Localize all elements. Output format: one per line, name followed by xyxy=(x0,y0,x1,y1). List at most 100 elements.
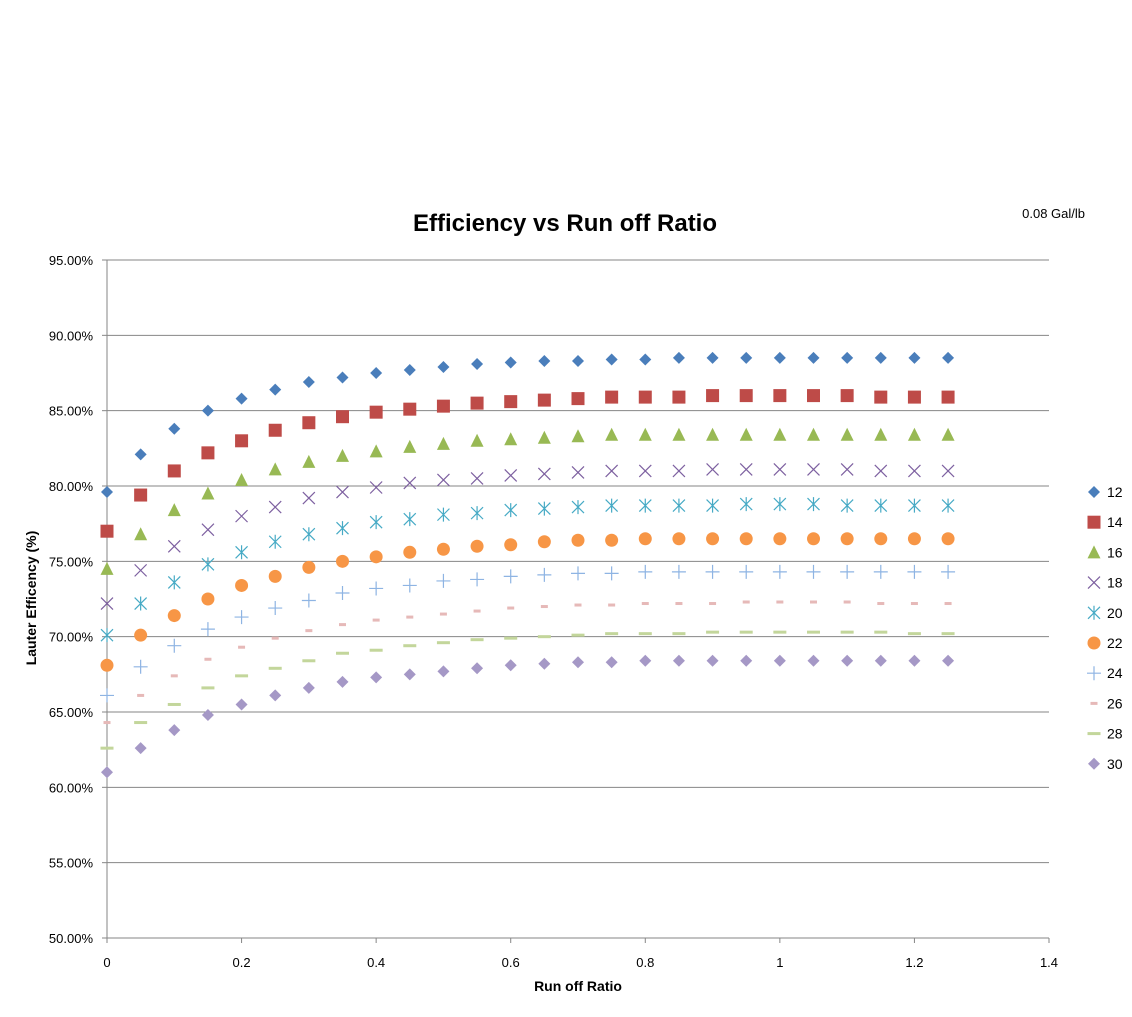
data-point xyxy=(437,360,450,373)
legend-item-26: 26 xyxy=(1090,695,1123,711)
data-point xyxy=(100,561,114,575)
data-point xyxy=(840,532,854,546)
data-point xyxy=(571,533,585,547)
data-point xyxy=(134,488,148,502)
y-tick-label: 75.00% xyxy=(49,554,94,569)
data-point xyxy=(672,351,685,364)
series-14 xyxy=(100,389,955,538)
data-point xyxy=(773,654,786,667)
data-point xyxy=(204,657,212,661)
data-point xyxy=(605,353,618,366)
data-point xyxy=(873,564,888,579)
data-point xyxy=(840,498,854,513)
data-point xyxy=(336,410,349,424)
data-point xyxy=(910,602,918,606)
legend-item-30: 30 xyxy=(1088,756,1123,772)
data-point xyxy=(537,535,551,549)
data-point xyxy=(605,498,619,513)
data-point xyxy=(302,681,315,694)
data-point xyxy=(706,389,720,403)
data-point xyxy=(739,389,753,403)
data-point xyxy=(706,351,719,364)
data-point xyxy=(235,578,249,592)
data-point xyxy=(167,539,181,553)
data-point xyxy=(167,464,181,478)
data-point xyxy=(238,645,246,649)
data-point xyxy=(706,630,720,634)
data-point xyxy=(134,721,148,725)
y-tick-label: 95.00% xyxy=(49,253,94,268)
data-point xyxy=(168,724,181,737)
data-point xyxy=(302,659,316,663)
data-point xyxy=(773,630,787,634)
data-point xyxy=(507,606,515,610)
data-point xyxy=(470,396,484,410)
data-point xyxy=(773,497,787,512)
data-point xyxy=(134,596,148,611)
data-point xyxy=(235,434,249,448)
data-point xyxy=(638,632,652,636)
data-point xyxy=(874,390,888,404)
x-tick-label: 1 xyxy=(776,955,783,970)
data-point xyxy=(302,416,316,430)
data-point xyxy=(100,628,114,643)
data-point xyxy=(810,600,817,604)
data-point xyxy=(709,602,717,606)
data-point xyxy=(436,399,450,413)
data-point xyxy=(370,367,383,379)
data-point xyxy=(571,566,585,581)
data-point xyxy=(571,429,585,443)
data-point xyxy=(807,351,820,364)
data-point xyxy=(134,448,147,461)
data-point xyxy=(739,532,753,546)
data-point xyxy=(807,389,820,403)
data-point xyxy=(439,612,447,616)
data-point xyxy=(403,545,417,559)
legend-marker xyxy=(1087,545,1101,559)
legend-label: 16 xyxy=(1107,544,1123,560)
data-point xyxy=(841,654,854,667)
data-point xyxy=(339,623,346,627)
data-point xyxy=(604,566,619,581)
legend-label: 14 xyxy=(1107,514,1123,530)
y-tick-label: 80.00% xyxy=(49,479,94,494)
legend-marker xyxy=(1087,576,1101,590)
y-tick-label: 85.00% xyxy=(49,404,94,419)
data-point xyxy=(605,464,619,478)
data-point xyxy=(302,454,316,468)
legend-item-28: 28 xyxy=(1087,726,1123,742)
data-point xyxy=(638,427,652,441)
data-point xyxy=(437,473,450,487)
data-point xyxy=(944,602,952,606)
data-point xyxy=(370,671,383,684)
data-point xyxy=(574,603,582,607)
data-point xyxy=(336,651,349,655)
y-tick-labels: 50.00% 55.00% 60.00% 65.00% 70.00% 75.00% 80.0… xyxy=(49,253,94,946)
data-point xyxy=(403,512,417,527)
data-point xyxy=(941,464,955,478)
legend-item-12: 12 xyxy=(1088,484,1123,500)
data-point xyxy=(773,351,786,364)
data-point xyxy=(537,430,551,444)
gridlines xyxy=(107,259,1049,939)
legend-label: 24 xyxy=(1107,665,1123,681)
axes xyxy=(102,259,1050,943)
data-point xyxy=(369,481,383,494)
data-point xyxy=(572,354,584,367)
y-axis-label: Lauter Efficency (%) xyxy=(23,531,39,666)
data-point xyxy=(571,392,585,406)
data-point xyxy=(706,654,719,667)
data-point xyxy=(773,463,787,476)
legend-item-22: 22 xyxy=(1087,635,1123,651)
data-point xyxy=(504,659,517,672)
data-point xyxy=(133,659,148,674)
data-point xyxy=(840,427,854,441)
data-point xyxy=(874,351,887,364)
data-point xyxy=(638,464,652,478)
data-point xyxy=(877,602,885,606)
data-point xyxy=(907,390,921,404)
data-point xyxy=(369,444,383,458)
data-point xyxy=(369,515,383,530)
data-point xyxy=(235,509,248,523)
